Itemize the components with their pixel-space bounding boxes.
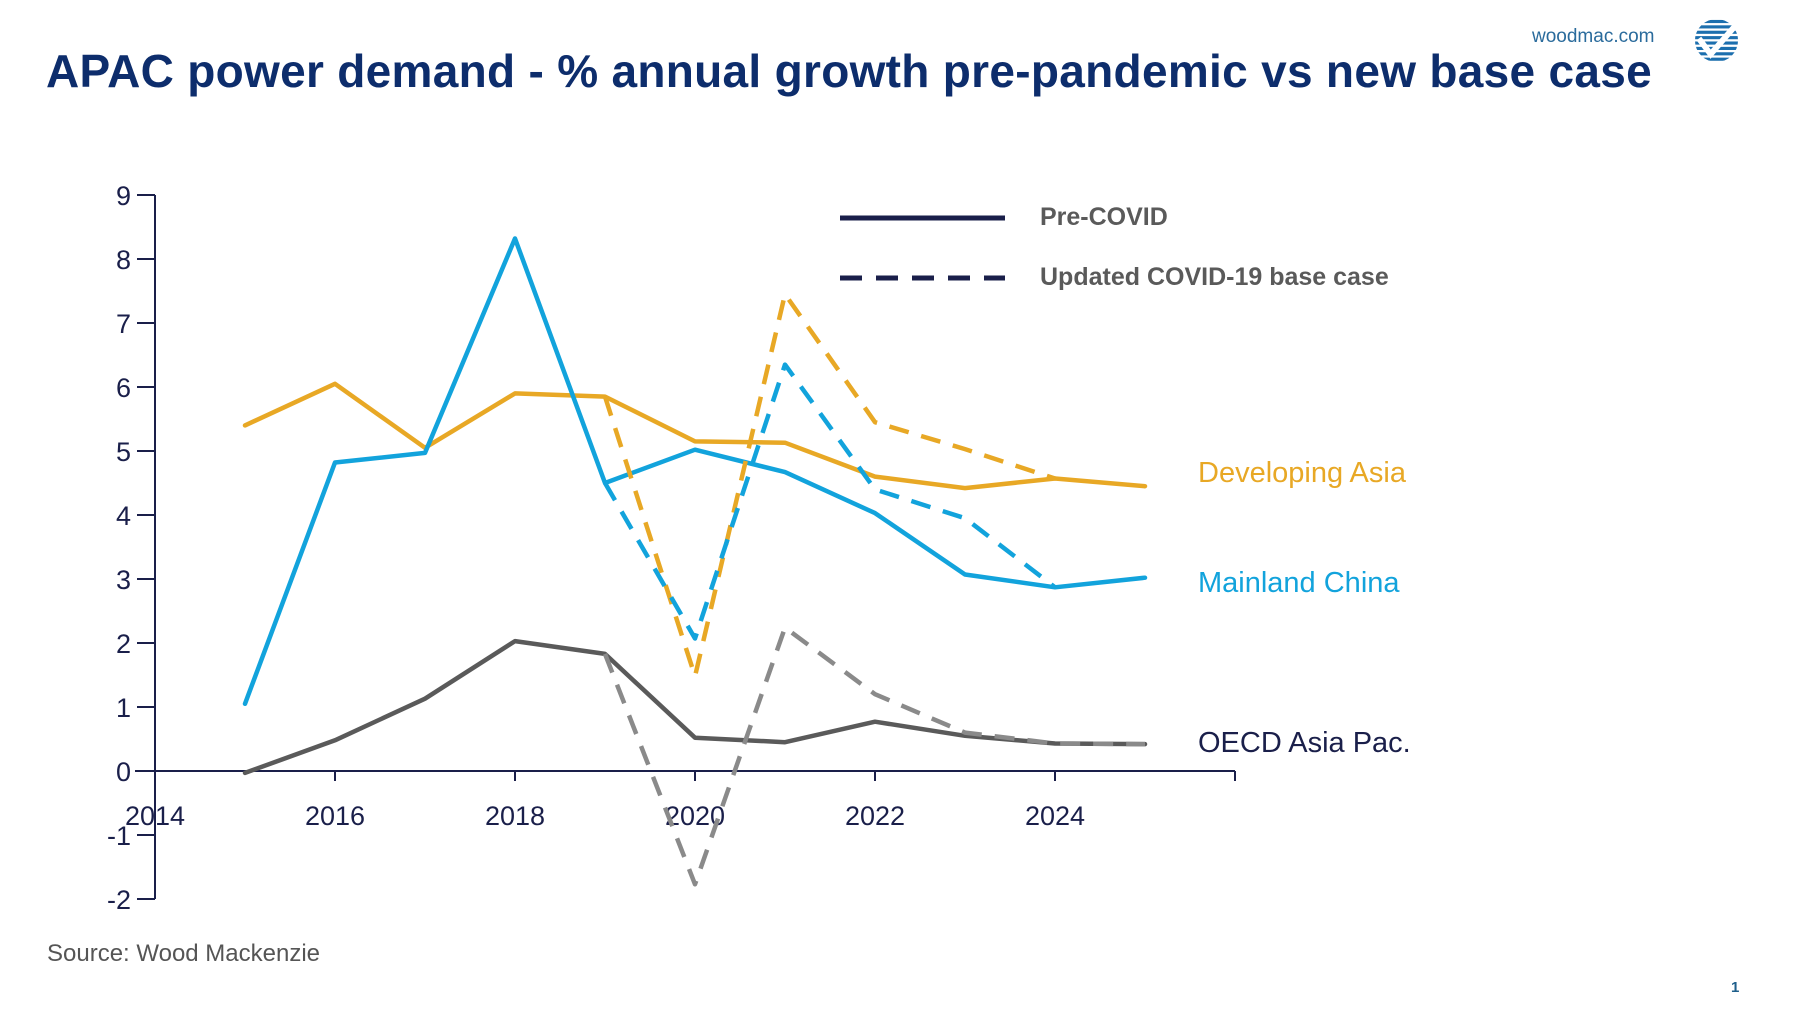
- y-tick-label: 9: [116, 181, 131, 211]
- y-tick-label: 2: [116, 629, 131, 659]
- x-tick-label: 2018: [485, 801, 545, 831]
- mainland-china-pre-covid-line: [242, 236, 1148, 707]
- y-tick-label: -2: [107, 885, 131, 915]
- mainland-china-label: Mainland China: [1198, 567, 1400, 599]
- chart-series: [242, 236, 1148, 887]
- developing-asia-label: Developing Asia: [1198, 457, 1407, 489]
- y-tick-label: 4: [116, 501, 131, 531]
- y-tick-label: 8: [116, 245, 131, 275]
- legend-label: Pre-COVID: [1040, 203, 1168, 231]
- y-tick-label: 6: [116, 373, 131, 403]
- y-tick-label: 0: [116, 757, 131, 787]
- y-tick-label: -1: [107, 821, 131, 851]
- y-tick-label: 1: [116, 693, 131, 723]
- page-title: APAC power demand - % annual growth pre-…: [46, 45, 1653, 97]
- y-tick-label: 5: [116, 437, 131, 467]
- x-tick-label: 2014: [125, 801, 185, 831]
- legend-label: Updated COVID-19 base case: [1040, 263, 1389, 291]
- y-tick-label: 3: [116, 565, 131, 595]
- x-tick-label: 2022: [845, 801, 905, 831]
- x-tick-label: 2016: [305, 801, 365, 831]
- y-tick-label: 7: [116, 309, 131, 339]
- oecd-asia-pac-covid-base-case-line: [602, 625, 1146, 887]
- chart-legend: Pre-COVID Updated COVID-19 base case: [840, 203, 1389, 291]
- oecd-asia-pac-pre-covid-line: [242, 638, 1148, 776]
- series-labels: Developing Asia Mainland China OECD Asia P…: [1198, 457, 1411, 759]
- mainland-china-covid-base-case-line: [603, 362, 1057, 641]
- oecd-asia-pac-label: OECD Asia Pac.: [1198, 727, 1411, 759]
- developing-asia-pre-covid-line: [242, 381, 1148, 491]
- x-tick-label: 2024: [1025, 801, 1085, 831]
- page-number: 1: [1731, 979, 1740, 996]
- source-note: Source: Wood Mackenzie: [47, 940, 321, 967]
- developing-asia-covid-base-case-line: [602, 291, 1056, 679]
- website-link[interactable]: woodmac.com: [1532, 26, 1655, 47]
- woodmac-globe-check-icon: [1694, 18, 1739, 63]
